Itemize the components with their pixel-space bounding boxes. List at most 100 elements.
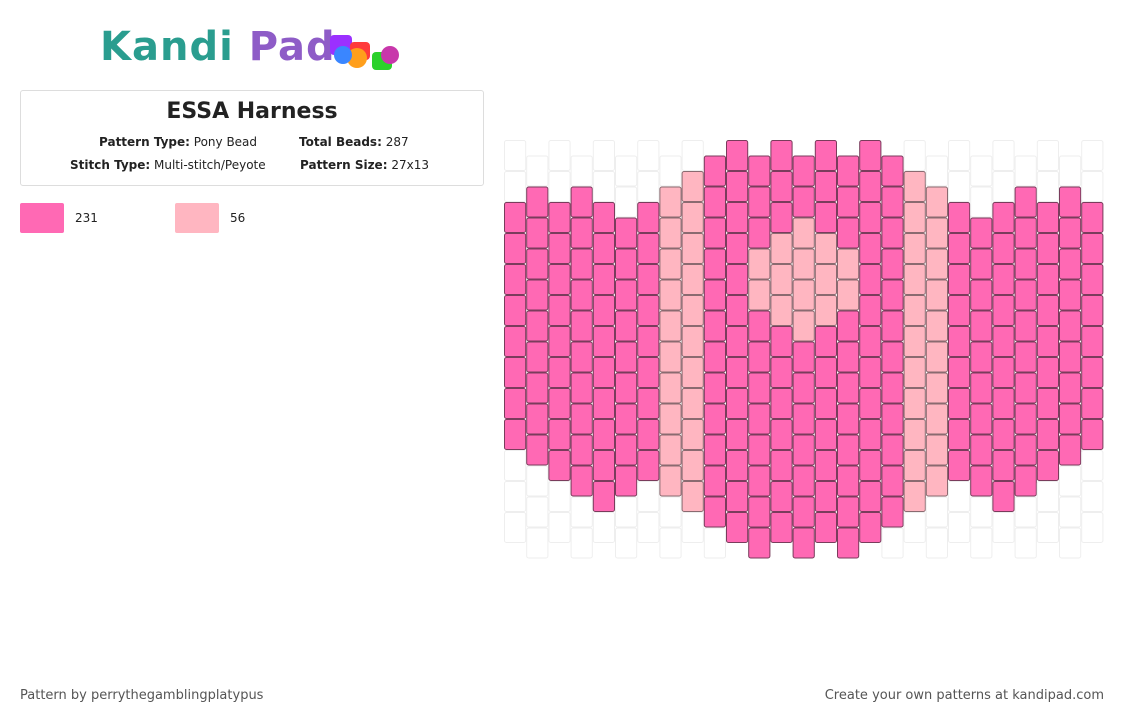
bead [726, 295, 749, 326]
empty-bead [970, 496, 993, 528]
bead [881, 496, 904, 528]
empty-bead [1014, 496, 1037, 528]
bead [925, 310, 948, 342]
bead [1036, 295, 1060, 326]
bead [1081, 295, 1104, 326]
bead [859, 481, 882, 512]
bead [659, 279, 682, 311]
bead [548, 388, 571, 419]
bead [792, 465, 815, 497]
field-value: 27x13 [391, 158, 429, 172]
bead [881, 248, 904, 280]
bead [637, 326, 660, 357]
bead [970, 217, 993, 249]
empty-bead [637, 512, 660, 543]
bead [992, 450, 1015, 481]
empty-bead [1036, 171, 1060, 202]
empty-bead [548, 140, 571, 171]
empty-bead [1081, 140, 1104, 171]
info-panel: ESSA Harness Pattern Type: Pony Bead Tot… [20, 90, 484, 186]
bead [792, 248, 815, 280]
bead [903, 295, 926, 326]
bead [748, 434, 771, 466]
footer-link[interactable]: Create your own patterns at kandipad.com [824, 688, 1104, 703]
empty-bead [703, 527, 726, 559]
bead [859, 450, 882, 481]
bead [703, 186, 726, 218]
bead [748, 341, 771, 373]
bead [659, 465, 682, 497]
empty-bead [637, 481, 660, 512]
bead [703, 434, 726, 466]
empty-bead [592, 140, 615, 171]
field-label: Pattern Size: [300, 158, 388, 172]
bead [814, 419, 837, 450]
bead [703, 403, 726, 435]
bead [948, 419, 971, 450]
color-swatch [175, 203, 219, 233]
bead [703, 496, 726, 528]
bead [748, 279, 771, 311]
bead [748, 186, 771, 218]
bead [770, 264, 793, 295]
bead [504, 419, 527, 450]
bead [837, 496, 860, 528]
bead [992, 202, 1015, 233]
bead [526, 310, 549, 342]
bead [637, 388, 660, 419]
bead [659, 217, 682, 249]
bead [881, 310, 904, 342]
bead [859, 326, 882, 357]
bead [948, 357, 971, 388]
bead [504, 388, 527, 419]
bead [592, 357, 615, 388]
bead [681, 450, 704, 481]
bead [726, 450, 749, 481]
bead [1081, 264, 1104, 295]
bead [504, 233, 527, 264]
empty-bead [1014, 527, 1037, 559]
bead [770, 326, 793, 357]
empty-bead [1081, 512, 1104, 543]
bead [770, 140, 793, 171]
bead [1014, 465, 1037, 497]
bead [837, 465, 860, 497]
bead [570, 434, 593, 466]
bead [726, 202, 749, 233]
bead [770, 202, 793, 233]
bead [1081, 233, 1104, 264]
bead [792, 527, 815, 559]
bead [903, 233, 926, 264]
bead [637, 419, 660, 450]
bead [925, 248, 948, 280]
bead [1081, 419, 1104, 450]
bead [615, 248, 638, 280]
bead [903, 450, 926, 481]
field-label: Stitch Type: [70, 158, 151, 172]
bead [726, 264, 749, 295]
color-count: 231 [75, 211, 98, 225]
bead [548, 202, 571, 233]
bead [814, 481, 837, 512]
bead [548, 233, 571, 264]
bead [770, 388, 793, 419]
bead [703, 279, 726, 311]
bead [970, 434, 993, 466]
bead [748, 155, 771, 187]
bead [970, 341, 993, 373]
bead [1014, 248, 1037, 280]
bead [592, 233, 615, 264]
field-label: Total Beads: [299, 135, 382, 149]
bead [592, 388, 615, 419]
empty-bead [903, 512, 926, 543]
bead [770, 171, 793, 202]
empty-bead [1081, 450, 1104, 481]
bead [659, 372, 682, 404]
bead [837, 341, 860, 373]
bead [992, 233, 1015, 264]
empty-bead [504, 171, 527, 202]
bead [703, 341, 726, 373]
field-value: 287 [385, 135, 409, 149]
bead [570, 372, 593, 404]
empty-bead [925, 155, 948, 187]
